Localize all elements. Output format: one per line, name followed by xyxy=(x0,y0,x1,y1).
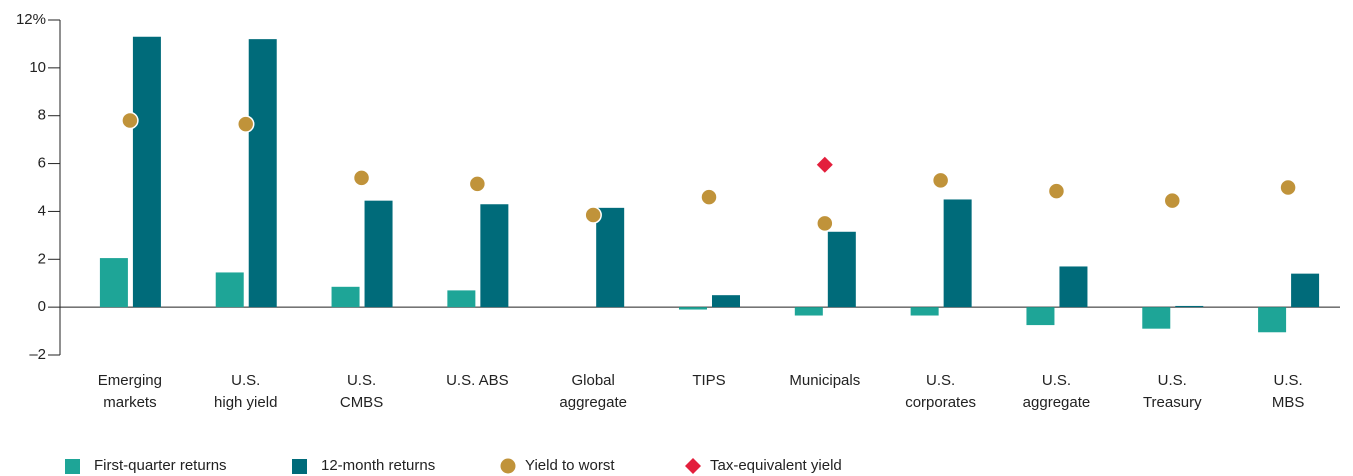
yield-dot xyxy=(584,206,602,224)
y-tick-label: 0 xyxy=(38,298,46,315)
x-tick-label: Emerging xyxy=(98,372,162,389)
bar xyxy=(910,307,939,316)
x-tick-label: MBS xyxy=(1272,394,1305,411)
x-tick-label: U.S. ABS xyxy=(446,372,509,389)
legend-swatch xyxy=(292,459,307,474)
yield-dot xyxy=(700,188,718,206)
legend-label: Tax-equivalent yield xyxy=(710,457,842,474)
bar xyxy=(248,39,277,308)
y-tick-label: 12% xyxy=(16,11,46,28)
x-tick-label: U.S. xyxy=(347,372,376,389)
x-tick-label: aggregate xyxy=(1023,394,1091,411)
bar xyxy=(712,295,740,308)
bar xyxy=(827,231,856,308)
bar xyxy=(331,286,360,308)
x-tick-label: U.S. xyxy=(1158,372,1187,389)
yield-dot xyxy=(236,115,255,133)
x-tick-label: Global xyxy=(572,372,615,389)
yield-dot xyxy=(816,214,834,233)
yield-dot xyxy=(931,171,950,190)
y-tick-label: 6 xyxy=(38,155,46,172)
yield-dot xyxy=(1163,191,1182,210)
y-tick-label: 10 xyxy=(29,59,46,76)
bar xyxy=(943,199,972,308)
y-tick-label: 8 xyxy=(38,107,46,124)
x-tick-label: U.S. xyxy=(1273,372,1302,389)
legend-label: 12-month returns xyxy=(321,457,435,474)
legend-swatch xyxy=(65,459,80,474)
x-tick-label: CMBS xyxy=(340,394,383,411)
yield-dot xyxy=(121,111,139,130)
bar xyxy=(447,290,476,308)
x-tick-label: markets xyxy=(103,394,156,411)
bar xyxy=(132,36,161,308)
x-tick-label: U.S. xyxy=(1042,372,1071,389)
x-tick-label: TIPS xyxy=(692,372,725,389)
x-tick-label: high yield xyxy=(214,394,277,411)
yield-dot xyxy=(352,169,371,187)
bar xyxy=(1175,305,1204,308)
x-tick-label: Treasury xyxy=(1143,394,1202,411)
bar xyxy=(1026,307,1055,326)
bar xyxy=(679,307,707,310)
x-tick-label: aggregate xyxy=(559,394,627,411)
legend-label: Yield to worst xyxy=(525,457,615,474)
bar xyxy=(364,200,393,308)
yield-dot xyxy=(1047,182,1066,200)
legend-swatch xyxy=(500,458,516,474)
x-tick-label: corporates xyxy=(905,394,976,411)
diamond-marker xyxy=(816,156,833,173)
bar xyxy=(1142,307,1171,329)
x-tick-label: U.S. xyxy=(926,372,955,389)
bar xyxy=(1059,266,1088,308)
legend-swatch xyxy=(685,458,701,474)
bar xyxy=(1291,273,1320,308)
y-tick-label: 2 xyxy=(38,250,46,267)
yield-dot xyxy=(468,175,487,193)
y-tick-label: 4 xyxy=(38,202,46,219)
x-tick-label: Municipals xyxy=(789,372,860,389)
legend-label: First-quarter returns xyxy=(94,457,227,474)
x-tick-label: U.S. xyxy=(231,372,260,389)
bar xyxy=(480,204,509,308)
bar xyxy=(596,207,625,308)
yield-dot xyxy=(1279,178,1297,197)
y-tick-label: –2 xyxy=(29,346,46,363)
bar xyxy=(215,272,244,308)
bar xyxy=(99,258,128,308)
bar xyxy=(1258,307,1287,333)
bar xyxy=(794,307,823,316)
